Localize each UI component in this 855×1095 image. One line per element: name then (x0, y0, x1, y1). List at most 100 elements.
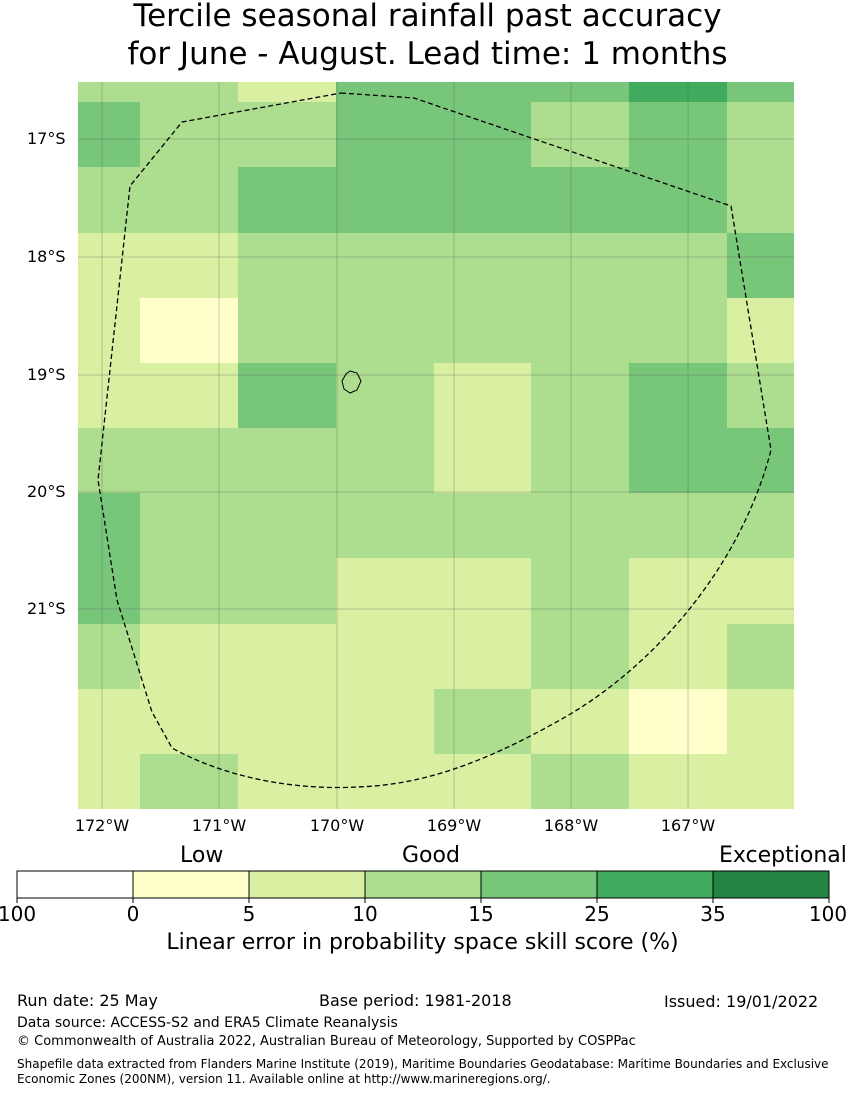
grid-cell (140, 363, 238, 428)
grid-cell (434, 102, 531, 167)
grid-cell (238, 363, 336, 428)
grid-cell (629, 82, 727, 102)
grid-cell (78, 363, 140, 428)
grid-cell (140, 82, 238, 102)
grid-cell (629, 167, 727, 233)
colorbar-segment (364, 870, 482, 899)
grid-cell (238, 689, 336, 754)
lon-label: 170°W (309, 816, 365, 835)
grid-cell (336, 624, 434, 689)
grid-cell (531, 428, 629, 493)
grid-cell (140, 298, 238, 363)
colorbar-segment (596, 870, 714, 899)
colorbar-tick: 0 (126, 902, 140, 926)
colorbar-segment (480, 870, 598, 899)
lon-label: 171°W (191, 816, 247, 835)
grid-cell (531, 102, 629, 167)
grid-cell (78, 167, 140, 233)
grid-cell (238, 558, 336, 624)
grid-cell (238, 754, 336, 809)
grid-cell (434, 754, 531, 809)
grid-cell (140, 689, 238, 754)
grid-cell (434, 493, 531, 558)
grid-cell (434, 428, 531, 493)
grid-cell (434, 624, 531, 689)
colorbar (16, 870, 830, 903)
chart-title-line-1: Tercile seasonal rainfall past accuracy (133, 0, 722, 34)
grid-cell (629, 754, 727, 809)
grid-cell (238, 167, 336, 233)
grid-cell (78, 82, 140, 102)
colorbar-segment (16, 870, 134, 899)
grid-cell (531, 624, 629, 689)
grid-cell (336, 363, 434, 428)
grid-cell (238, 624, 336, 689)
lon-label: 169°W (426, 816, 482, 835)
grid-cell (238, 233, 336, 298)
island-outline (341, 370, 362, 394)
grid-cell (629, 493, 727, 558)
grid-cell (531, 493, 629, 558)
grid-cell (238, 493, 336, 558)
grid-cell (78, 624, 140, 689)
grid-cell (434, 233, 531, 298)
grid-cell (629, 298, 727, 363)
grid-cell (238, 428, 336, 493)
grid-cell (531, 689, 629, 754)
lat-label: 18°S (27, 247, 66, 266)
grid-cell (434, 82, 531, 102)
grid-cell (727, 689, 794, 754)
data-source: Data source: ACCESS-S2 and ERA5 Climate … (17, 1015, 398, 1031)
grid-cell (140, 233, 238, 298)
grid-cell (531, 363, 629, 428)
run-date: Run date: 25 May (17, 991, 158, 1010)
shapefile-credit-line-2: Economic Zones (200NM), version 11. Avai… (17, 1072, 551, 1086)
grid-cell (727, 493, 794, 558)
colorbar-tick: 5 (242, 902, 256, 926)
lat-label: 20°S (27, 482, 66, 501)
grid-cell (727, 754, 794, 809)
colorbar-tick: 35 (700, 902, 726, 926)
grid-cell (434, 167, 531, 233)
grid-cell (629, 689, 727, 754)
grid-cell (336, 298, 434, 363)
colorbar-label: Linear error in probability space skill … (166, 930, 679, 955)
grid-cell (78, 754, 140, 809)
grid-cell (78, 558, 140, 624)
shapefile-credit-line-1: Shapefile data extracted from Flanders M… (17, 1057, 829, 1071)
grid-cell (140, 754, 238, 809)
grid-cell (727, 363, 794, 428)
grid-cell (629, 624, 727, 689)
colorbar-tick: 100 (808, 902, 848, 926)
grid-cell (727, 167, 794, 233)
grid-cell (140, 624, 238, 689)
grid-cell (531, 558, 629, 624)
lon-label: 168°W (543, 816, 599, 835)
grid-cell (629, 363, 727, 428)
grid-cell (140, 102, 238, 167)
grid-cell (78, 689, 140, 754)
grid-cell (336, 102, 434, 167)
graticule (78, 82, 794, 809)
grid-cell (140, 493, 238, 558)
grid-cell (140, 428, 238, 493)
grid-cell (238, 102, 336, 167)
grid-cell (531, 233, 629, 298)
issued-date: Issued: 19/01/2022 (664, 992, 819, 1011)
grid-cell (727, 233, 794, 298)
grid-cell (434, 689, 531, 754)
grid-cell (531, 82, 629, 102)
grid-cell (434, 363, 531, 428)
colorbar-tick: 15 (468, 902, 494, 926)
grid-cell (336, 689, 434, 754)
legend-category-good: Good (402, 843, 460, 868)
colorbar-segment (132, 870, 250, 899)
grid-cell (727, 102, 794, 167)
grid-cell (336, 493, 434, 558)
legend-category-low: Low (180, 843, 224, 868)
grid-cell (727, 558, 794, 624)
grid-cell (140, 558, 238, 624)
colorbar-tick: 10 (352, 902, 378, 926)
lon-label: 167°W (660, 816, 716, 835)
